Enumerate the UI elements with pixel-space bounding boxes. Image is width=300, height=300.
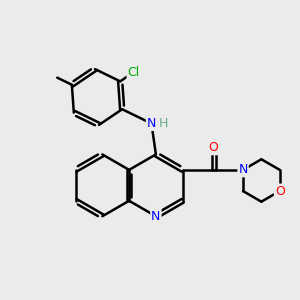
Text: N: N <box>151 210 160 223</box>
Text: O: O <box>275 184 285 198</box>
Text: O: O <box>208 141 218 154</box>
Text: N: N <box>147 117 156 130</box>
Text: H: H <box>159 117 169 130</box>
Text: Cl: Cl <box>128 66 140 79</box>
Text: N: N <box>238 164 248 176</box>
